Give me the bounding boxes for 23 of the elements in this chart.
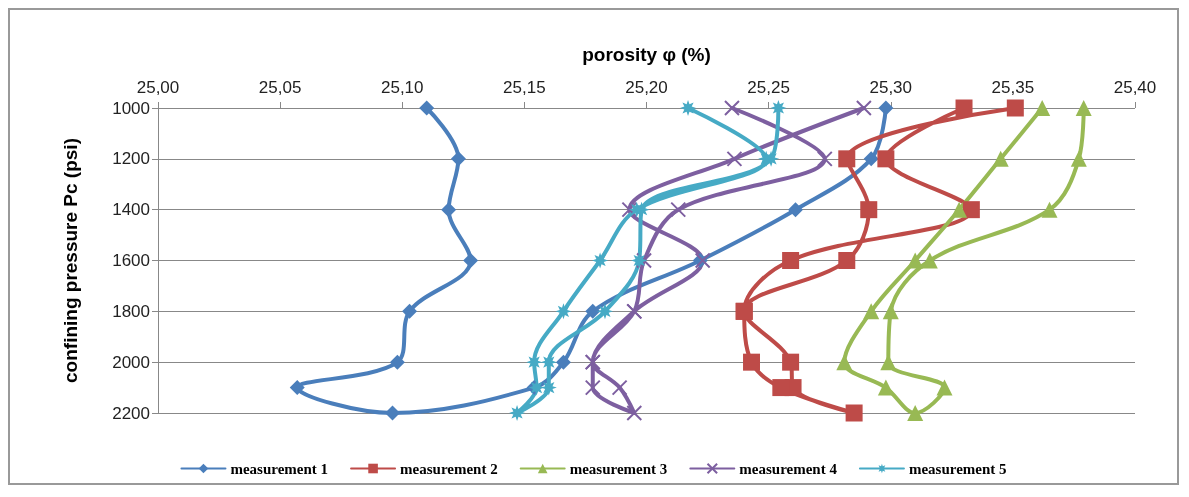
x-tick-label: 25,15 [503,78,546,97]
y-tick-label: 2000 [112,352,150,372]
x-tick-label: 25,30 [869,78,913,97]
y-tick-label: 1000 [112,98,150,118]
x-tick-label: 25,00 [136,78,180,97]
legend-label: measurement 1 [230,460,329,477]
legend-label: measurement 2 [400,460,498,477]
legend-label: measurement 5 [908,460,1007,477]
y-tick-label: 1600 [112,251,150,270]
legend-label: measurement 4 [739,460,838,477]
y-axis-title: confining pressure Pc (psi) [60,138,81,383]
x-tick-label: 25,20 [625,78,668,97]
y-tick-label: 2200 [112,403,150,423]
y-tick-label: 1400 [112,200,150,220]
x-tick-label: 25,25 [747,78,790,97]
legend-label: measurement 3 [569,460,668,477]
x-tick-label: 25,35 [991,78,1035,97]
x-tick-label: 25,10 [380,78,424,97]
y-tick-label: 1800 [112,301,150,321]
y-tick-label: 1200 [112,149,150,169]
x-axis-title: porosity φ (%) [582,44,711,65]
x-tick-label: 25,05 [258,78,302,97]
x-tick-label: 25,40 [1113,78,1157,97]
